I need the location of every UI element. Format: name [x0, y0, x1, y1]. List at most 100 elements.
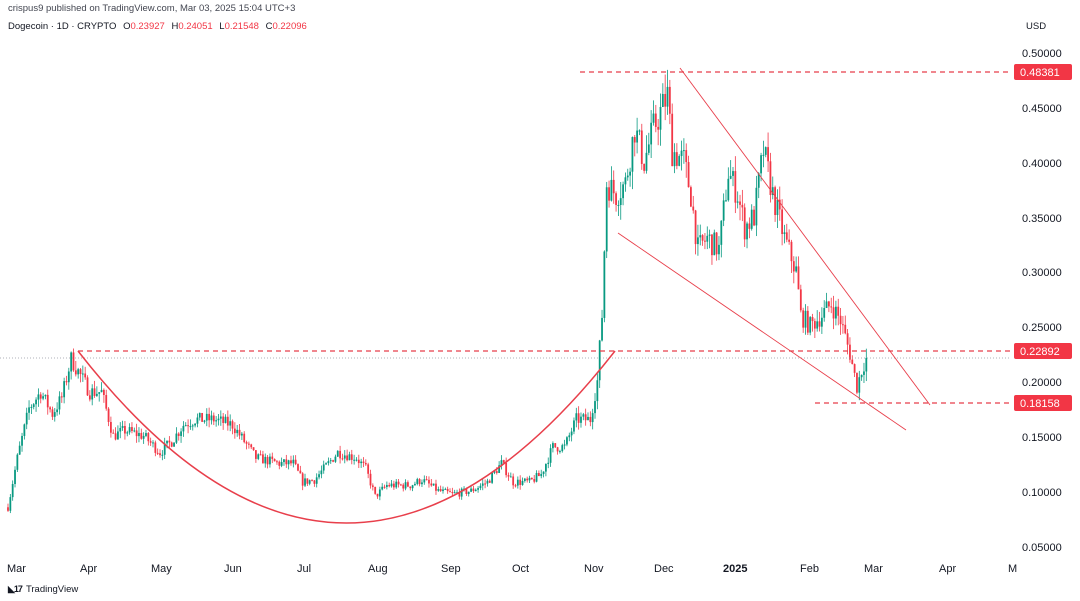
candle-body [675, 152, 678, 166]
price-axis[interactable]: 0.50000 0.45000 0.40000 0.35000 0.30000 … [1014, 48, 1072, 554]
candle-body [680, 150, 683, 157]
candle-body [575, 413, 578, 421]
candle-body [439, 489, 442, 492]
candle-body [107, 408, 110, 422]
x-tick-label: Oct [512, 563, 529, 575]
price-label-text: 0.48381 [1020, 67, 1060, 79]
time-axis[interactable]: Mar Apr May Jun Jul Aug Sep Oct Nov Dec … [7, 563, 1017, 575]
candle-body [30, 406, 33, 408]
candle-body [301, 473, 304, 486]
candle-body [339, 450, 341, 459]
candle-body [701, 235, 704, 241]
candle-body [806, 310, 809, 333]
candle-body [799, 289, 802, 311]
candlestick-series [7, 69, 868, 514]
candle-body [650, 122, 653, 145]
candle-body [81, 373, 84, 375]
candle-body [559, 451, 561, 453]
candle-body [526, 478, 529, 481]
candle-body [762, 154, 765, 156]
candle-body [255, 450, 257, 459]
candle-body [610, 179, 613, 201]
x-tick-label: Mar [7, 563, 26, 575]
candle-body [781, 209, 784, 235]
candle-body [540, 473, 543, 477]
x-tick-label: M [1008, 563, 1017, 575]
candle-body [67, 371, 70, 383]
candle-body [388, 484, 391, 487]
candle-body [215, 420, 218, 422]
candle-body [615, 193, 617, 206]
candle-body [687, 162, 690, 188]
candle-body [135, 430, 138, 437]
candle-body [250, 444, 253, 448]
candle-body [364, 462, 367, 465]
candle-body [208, 413, 211, 421]
candle-body [561, 445, 564, 452]
candle-body [259, 454, 262, 456]
candle-body [451, 492, 454, 494]
candle-body [778, 199, 781, 210]
candle-body [706, 235, 709, 242]
x-tick-label: Nov [584, 563, 604, 575]
candle-body [334, 456, 337, 462]
candle-body [790, 241, 793, 262]
candle-body [647, 144, 650, 153]
candle-body [222, 416, 225, 423]
candle-body [736, 201, 739, 203]
candle-body [105, 395, 108, 409]
candle-body [395, 481, 398, 488]
candle-body [839, 315, 842, 325]
candle-body [545, 463, 547, 472]
candle-body [804, 310, 807, 328]
candle-body [95, 393, 98, 396]
y-tick-label: 0.30000 [1022, 267, 1062, 279]
candle-body [624, 177, 627, 185]
published-info: crispus9 published on TradingView.com, M… [8, 3, 296, 14]
candle-body [49, 407, 51, 410]
candle-body [381, 486, 384, 490]
candle-body [28, 407, 30, 413]
candle-body [159, 453, 161, 456]
candle-body [505, 462, 508, 476]
candle-body [626, 175, 629, 178]
candle-body [318, 474, 320, 478]
candle-body [519, 479, 522, 485]
y-tick-label: 0.10000 [1022, 487, 1062, 499]
low-label: L [219, 21, 225, 32]
y-tick-label: 0.35000 [1022, 213, 1062, 225]
tradingview-brand[interactable]: ◣17 TradingView [8, 584, 78, 595]
candle-body [163, 443, 166, 455]
candle-body [383, 486, 386, 488]
candle-body [741, 204, 744, 208]
candle-body [112, 432, 115, 434]
candle-body [166, 440, 168, 444]
candle-body [682, 150, 685, 152]
candle-body [708, 234, 711, 236]
candle-body [290, 460, 292, 464]
candle-body [685, 150, 688, 163]
candle-body [523, 478, 526, 482]
candle-body [371, 485, 374, 487]
price-label-box [1014, 64, 1072, 80]
candle-body [182, 425, 185, 432]
y-tick-label: 0.45000 [1022, 103, 1062, 115]
x-tick-label: Sep [441, 563, 461, 575]
candle-body [552, 443, 554, 449]
candle-body [224, 416, 227, 423]
candle-body [23, 424, 26, 436]
price-label-text: 0.22892 [1020, 346, 1060, 358]
symbol-ohlc-line: Dogecoin · 1D · CRYPTO O0.23927 H0.24051… [8, 21, 307, 32]
candle-body [128, 427, 131, 433]
price-label-box [1014, 395, 1072, 411]
candle-body [596, 380, 599, 402]
candle-body [753, 209, 755, 226]
candle-body [9, 497, 12, 511]
candle-body [657, 126, 660, 130]
candle-body [46, 394, 49, 408]
candle-body [294, 459, 297, 465]
candle-body [481, 483, 484, 486]
candle-body [63, 381, 66, 398]
candle-body [56, 409, 59, 413]
